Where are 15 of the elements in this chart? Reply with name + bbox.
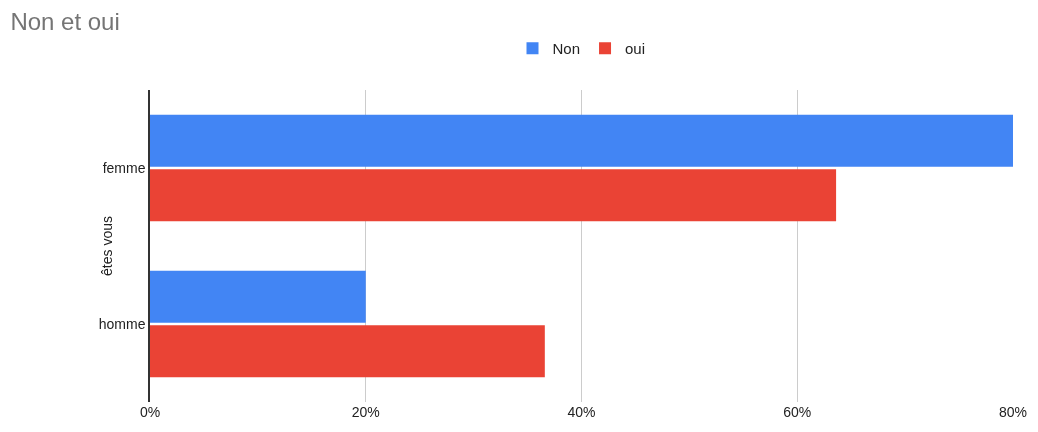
legend-label: oui	[625, 40, 646, 58]
chart-title: Non et oui	[10, 7, 120, 35]
legend-label: Non	[552, 40, 581, 58]
y-tick-label: femme	[102, 159, 146, 176]
y-tick-label: homme	[98, 315, 146, 332]
y-axis-title: êtes vous	[98, 216, 115, 276]
x-tick-label: 80%	[998, 404, 1028, 420]
bar	[150, 270, 366, 323]
bar	[150, 169, 837, 222]
x-tick-label: 20%	[351, 404, 380, 420]
bar	[150, 325, 545, 378]
x-tick-label: 0%	[139, 404, 161, 420]
x-tick-label: 40%	[567, 404, 596, 420]
x-tick-label: 60%	[783, 404, 812, 420]
bar	[150, 114, 1013, 167]
